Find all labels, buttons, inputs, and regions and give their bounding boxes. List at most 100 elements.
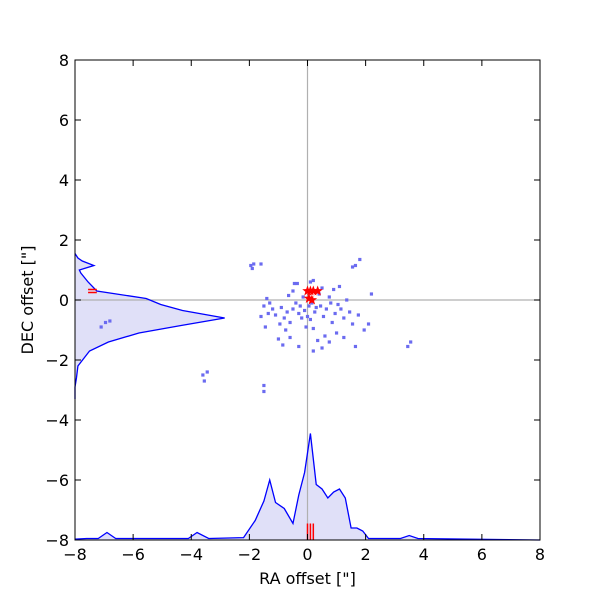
data-point — [311, 278, 315, 283]
data-point — [291, 289, 295, 293]
data-point — [262, 383, 266, 388]
y-tick-label: 4 — [59, 171, 69, 190]
scatter-points — [99, 257, 413, 394]
y-tick-label: −6 — [45, 471, 69, 490]
x-tick-label: 8 — [535, 545, 545, 564]
data-point — [362, 328, 366, 332]
data-point — [282, 316, 286, 320]
data-point — [353, 344, 358, 349]
data-point — [348, 310, 352, 314]
data-point — [298, 304, 302, 308]
data-point — [358, 257, 362, 262]
data-point — [249, 263, 253, 268]
data-point — [307, 304, 311, 308]
x-tick-label: 6 — [477, 545, 487, 564]
data-point — [265, 296, 269, 301]
data-point — [252, 262, 256, 266]
data-point — [321, 314, 326, 319]
data-point — [336, 302, 340, 307]
data-point — [278, 322, 282, 326]
y-tick-label: −8 — [45, 531, 69, 550]
data-point — [297, 311, 301, 316]
star-marker — [303, 293, 315, 303]
data-point — [301, 295, 305, 299]
data-point — [339, 307, 343, 311]
data-point — [300, 316, 304, 320]
data-point — [332, 287, 336, 292]
star-marker — [308, 285, 319, 296]
data-point — [288, 320, 292, 325]
data-point — [292, 281, 297, 286]
data-point — [266, 311, 270, 316]
data-point — [353, 263, 358, 268]
data-point — [295, 281, 299, 286]
y-tick-label: 6 — [59, 111, 69, 130]
data-point — [311, 349, 315, 353]
data-point — [314, 305, 318, 310]
data-point — [205, 370, 209, 374]
x-tick-label: −4 — [179, 545, 203, 564]
data-point — [291, 307, 295, 311]
data-point — [316, 338, 320, 343]
x-tick-label: 0 — [302, 545, 312, 564]
data-point — [327, 340, 331, 344]
data-point — [294, 301, 298, 305]
data-point — [279, 305, 283, 310]
y-tick-label: 8 — [59, 51, 69, 70]
data-point — [320, 346, 324, 350]
y-tick-label: −2 — [45, 351, 69, 370]
star-marker — [312, 285, 323, 296]
data-point — [99, 325, 103, 329]
x-tick-label: 4 — [419, 545, 429, 564]
data-point — [263, 325, 267, 329]
data-point — [369, 292, 374, 296]
data-point — [310, 301, 314, 305]
x-tick-label: −2 — [238, 545, 262, 564]
data-point — [366, 322, 371, 326]
data-point — [342, 316, 346, 320]
data-point — [108, 319, 112, 323]
data-point — [308, 280, 313, 284]
y-tick-label: −4 — [45, 411, 69, 430]
data-point — [350, 322, 355, 326]
data-point — [323, 334, 327, 338]
data-point — [276, 337, 281, 341]
dec-histogram-fill — [75, 253, 225, 399]
data-point — [287, 293, 291, 298]
data-point — [288, 335, 292, 340]
data-point — [330, 320, 334, 325]
y-tick-label: 0 — [59, 291, 69, 310]
data-point — [324, 307, 328, 311]
data-point — [311, 326, 315, 331]
data-point — [308, 317, 313, 322]
dec-histogram-line — [74, 253, 225, 399]
data-point — [268, 301, 272, 305]
data-point — [406, 344, 410, 349]
data-point — [327, 295, 331, 299]
data-point — [284, 328, 288, 332]
data-point — [305, 314, 310, 319]
data-point — [297, 344, 301, 349]
data-point — [250, 266, 254, 271]
y-tick-label: 2 — [59, 231, 69, 250]
data-point — [262, 389, 266, 394]
x-axis-label: RA offset ["] — [259, 569, 356, 588]
data-point — [259, 262, 263, 266]
data-point — [304, 325, 308, 329]
data-point — [350, 265, 355, 269]
data-point — [285, 310, 289, 314]
data-point — [202, 379, 206, 383]
data-point — [318, 304, 323, 308]
star-marker — [306, 294, 318, 305]
data-point — [273, 313, 278, 317]
star-markers — [302, 285, 323, 305]
data-point — [271, 307, 275, 311]
y-axis-label: DEC offset ["] — [18, 246, 37, 355]
x-tick-label: −8 — [63, 545, 87, 564]
data-point — [302, 308, 307, 313]
data-point — [337, 284, 342, 289]
data-point — [342, 335, 346, 340]
data-point — [320, 286, 324, 290]
data-point — [201, 373, 205, 377]
